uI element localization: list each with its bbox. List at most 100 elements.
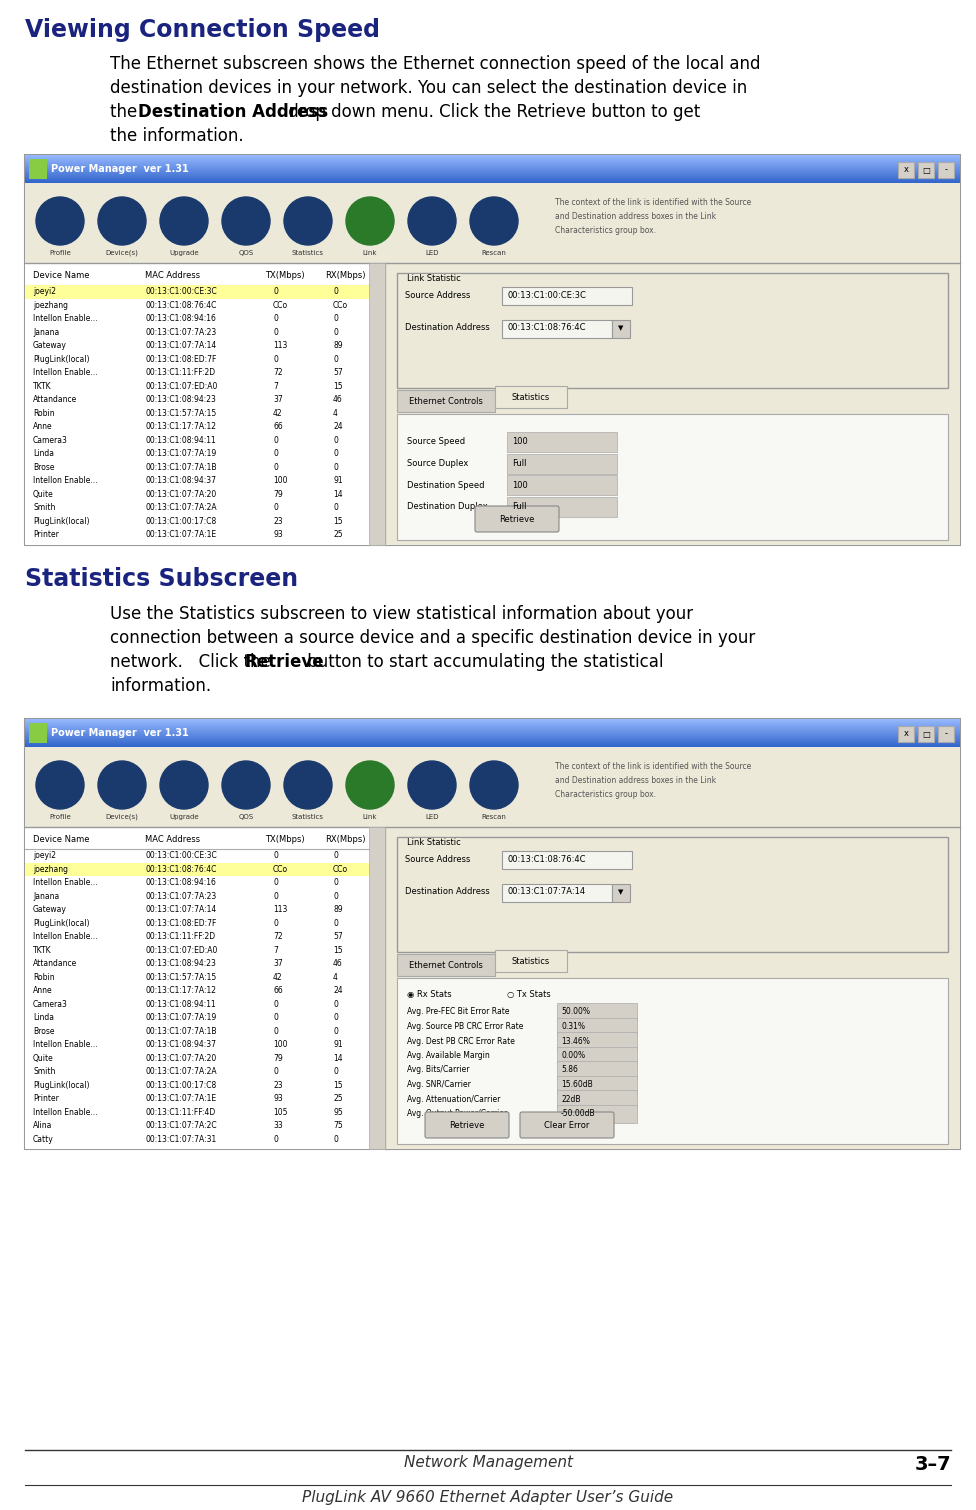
Text: 15: 15 (333, 382, 343, 391)
Text: 0: 0 (333, 852, 338, 861)
Text: joeyi2: joeyi2 (33, 287, 56, 296)
Text: 72: 72 (273, 932, 283, 941)
Bar (898, 726, 914, 741)
Bar (29, 723, 47, 743)
Text: Use the Statistics subscreen to view statistical information about your: Use the Statistics subscreen to view sta… (110, 606, 693, 624)
Bar (898, 162, 914, 178)
Bar (557, 1104, 637, 1122)
Text: 89: 89 (333, 341, 343, 350)
Text: Anne: Anne (33, 423, 53, 432)
Text: 0: 0 (273, 918, 278, 927)
Text: Avg. Pre-FEC Bit Error Rate: Avg. Pre-FEC Bit Error Rate (407, 1007, 509, 1016)
Text: 00:13:C1:07:7A:1B: 00:13:C1:07:7A:1B (145, 1027, 217, 1036)
Text: 0: 0 (333, 503, 338, 512)
Text: The context of the link is identified with the Source: The context of the link is identified wi… (555, 198, 752, 207)
Text: 93: 93 (273, 530, 283, 539)
Text: 00:13:C1:00:CE:3C: 00:13:C1:00:CE:3C (145, 287, 217, 296)
Text: 0: 0 (333, 287, 338, 296)
Bar (502, 320, 612, 338)
Text: Device(s): Device(s) (105, 814, 139, 820)
Bar (397, 954, 495, 975)
Text: 00:13:C1:08:94:16: 00:13:C1:08:94:16 (145, 879, 216, 888)
Bar (502, 287, 632, 305)
Text: 15.60dB: 15.60dB (561, 1080, 592, 1089)
Text: 00:13:C1:08:94:23: 00:13:C1:08:94:23 (145, 396, 216, 405)
Text: 0: 0 (333, 328, 338, 337)
Text: 24: 24 (333, 423, 343, 432)
Bar (25, 719, 960, 1149)
Text: Power Manager  ver 1.31: Power Manager ver 1.31 (51, 165, 188, 174)
Text: 00:13:C1:08:76:4C: 00:13:C1:08:76:4C (145, 300, 217, 310)
FancyBboxPatch shape (475, 506, 559, 532)
Text: Robin: Robin (33, 409, 55, 418)
Text: 0.00%: 0.00% (561, 1051, 586, 1060)
Text: Full: Full (512, 501, 526, 510)
Text: 00:13:C1:00:CE:3C: 00:13:C1:00:CE:3C (145, 852, 217, 861)
Text: PlugLink(local): PlugLink(local) (33, 918, 90, 927)
Text: QOS: QOS (238, 814, 254, 820)
Text: □: □ (922, 729, 930, 738)
Text: 00:13:C1:17:7A:12: 00:13:C1:17:7A:12 (145, 423, 216, 432)
Text: 00:13:C1:11:FF:4D: 00:13:C1:11:FF:4D (145, 1108, 216, 1117)
Text: Statistics: Statistics (292, 814, 324, 820)
Text: CCo: CCo (273, 300, 288, 310)
Text: 0: 0 (273, 462, 278, 471)
Text: LED: LED (426, 814, 439, 820)
Text: 00:13:C1:08:94:23: 00:13:C1:08:94:23 (145, 959, 216, 968)
Bar (397, 978, 948, 1145)
Text: 00:13:C1:17:7A:12: 00:13:C1:17:7A:12 (145, 986, 216, 995)
Text: TX(Mbps): TX(Mbps) (265, 835, 305, 844)
Text: Upgrade: Upgrade (169, 251, 199, 257)
Text: ▼: ▼ (619, 889, 624, 895)
Text: 0: 0 (273, 892, 278, 901)
Text: Destination Address: Destination Address (405, 323, 490, 332)
Text: 113: 113 (273, 906, 287, 914)
Bar (557, 1018, 637, 1036)
Text: CCo: CCo (333, 300, 348, 310)
Text: Brose: Brose (33, 462, 55, 471)
Bar (557, 1031, 637, 1049)
Bar (25, 827, 385, 1149)
Circle shape (470, 761, 518, 809)
Text: 93: 93 (273, 1095, 283, 1104)
Text: 0: 0 (273, 436, 278, 445)
Text: 15: 15 (333, 516, 343, 525)
Text: 00:13:C1:07:7A:20: 00:13:C1:07:7A:20 (145, 489, 217, 498)
Text: 7: 7 (273, 945, 278, 954)
Text: 57: 57 (333, 368, 343, 378)
Text: destination devices in your network. You can select the destination device in: destination devices in your network. You… (110, 79, 748, 97)
Text: 95: 95 (333, 1108, 343, 1117)
Text: 24: 24 (333, 986, 343, 995)
Text: 14: 14 (333, 1054, 343, 1063)
Text: 00:13:C1:07:ED:A0: 00:13:C1:07:ED:A0 (145, 382, 218, 391)
Text: 0: 0 (333, 1000, 338, 1009)
Bar (557, 1062, 637, 1080)
Text: RX(Mbps): RX(Mbps) (325, 835, 365, 844)
Bar (557, 1046, 637, 1065)
Text: 0: 0 (333, 1027, 338, 1036)
Text: Attandance: Attandance (33, 959, 77, 968)
Text: Robin: Robin (33, 972, 55, 982)
Bar (507, 476, 617, 495)
Bar (25, 183, 960, 263)
Circle shape (98, 196, 146, 245)
Text: Ethernet Controls: Ethernet Controls (409, 960, 483, 969)
Text: 46: 46 (333, 396, 343, 405)
Text: 00:13:C1:00:17:C8: 00:13:C1:00:17:C8 (145, 516, 217, 525)
Text: Retrieve: Retrieve (500, 515, 535, 524)
Text: 50.00%: 50.00% (561, 1007, 590, 1016)
Text: 100: 100 (273, 1040, 288, 1049)
Text: TKTK: TKTK (33, 382, 52, 391)
Text: Statistics: Statistics (511, 393, 550, 402)
Text: 00:13:C1:07:7A:23: 00:13:C1:07:7A:23 (145, 328, 217, 337)
Text: PlugLink(local): PlugLink(local) (33, 1081, 90, 1090)
Text: QOS: QOS (238, 251, 254, 257)
Text: Clear Error: Clear Error (545, 1120, 590, 1129)
Text: Upgrade: Upgrade (169, 814, 199, 820)
Text: -: - (945, 729, 948, 738)
Bar (557, 1003, 637, 1021)
Text: 79: 79 (273, 1054, 283, 1063)
Text: drop down menu. Click the Retrieve button to get: drop down menu. Click the Retrieve butto… (283, 103, 700, 121)
Bar (502, 883, 612, 901)
Bar (385, 827, 960, 1149)
